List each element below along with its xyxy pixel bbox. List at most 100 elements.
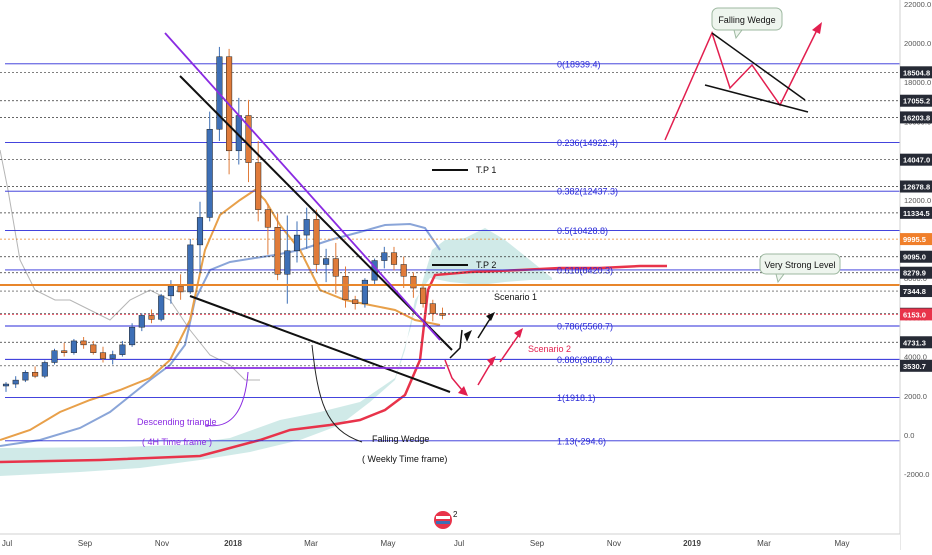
candle-body[interactable] — [32, 372, 39, 377]
price-tag-box — [900, 94, 932, 107]
wedge-upper-line[interactable] — [179, 75, 453, 351]
candle-body[interactable] — [293, 234, 301, 252]
wedge-illustration-upper — [711, 32, 806, 101]
price-tag-box — [900, 66, 932, 79]
candle-body[interactable] — [196, 217, 204, 246]
fib-layer: 0(18939.4) 0.236(14922.4) 0.382(12437.3) 0.… — [0, 59, 900, 446]
time-tick-label: Sep — [530, 539, 545, 548]
price-tick-label: 22000.0 — [904, 0, 931, 9]
candle-body[interactable] — [274, 226, 281, 275]
candle-body[interactable] — [177, 285, 184, 293]
candle-body[interactable] — [80, 340, 87, 346]
candle-body[interactable] — [245, 115, 252, 163]
candle-body[interactable] — [352, 299, 359, 304]
candle-body[interactable] — [400, 264, 407, 277]
scenario1-arrowhead-a — [464, 330, 472, 342]
weekly-timeframe-label: ( Weekly Time frame) — [362, 454, 447, 464]
price-tag: 8279.9 — [900, 266, 932, 279]
price-tag-box — [900, 308, 932, 321]
wedge-lower-line[interactable] — [189, 295, 451, 393]
price-tick-label: 0.0 — [904, 431, 914, 440]
candle-body[interactable] — [61, 350, 68, 353]
scenario2-arrowhead-b — [487, 356, 496, 366]
lagging-span-line — [0, 149, 260, 381]
candle-body[interactable] — [206, 128, 213, 218]
blue-moving-average — [0, 222, 441, 447]
candle-body[interactable] — [41, 362, 48, 377]
descending-triangle-label: Descending triangle — [137, 417, 217, 427]
fib-level-label: 0.786(5560.7) — [557, 322, 613, 332]
price-tag-label: 11334.5 — [903, 209, 930, 218]
price-tag-box — [900, 233, 932, 246]
fib-level-label: 1(1918.1) — [557, 393, 596, 403]
price-tick-label: -2000.0 — [904, 470, 929, 479]
price-tag: 9995.5 — [900, 233, 932, 246]
price-tag-label: 6153.0 — [903, 310, 926, 319]
candle-layer — [2, 46, 446, 392]
time-axis[interactable]: Jul Sep Nov 2018 Mar May Jul Sep Nov 2019 Mar May — [0, 533, 900, 550]
candle-body[interactable] — [167, 285, 174, 297]
candle-body[interactable] — [313, 219, 320, 265]
candle-body[interactable] — [138, 315, 145, 328]
candle-body[interactable] — [90, 344, 97, 353]
price-tag: 3530.7 — [900, 359, 932, 372]
candle-body[interactable] — [381, 252, 388, 261]
candle-body[interactable] — [109, 354, 116, 359]
candle-body[interactable] — [420, 287, 427, 304]
price-axis[interactable]: 22000.020000.018000.016000.014000.012000… — [899, 0, 932, 550]
candle-body[interactable] — [2, 383, 10, 387]
drawings-layer — [0, 22, 900, 443]
candle-body[interactable] — [303, 219, 310, 236]
price-tag: 12678.8 — [900, 180, 932, 193]
candle-body[interactable] — [51, 350, 58, 363]
candle-body[interactable] — [332, 258, 339, 277]
fib-level-label: 1.13(-294.6) — [557, 436, 606, 446]
scenario1-label: Scenario 1 — [494, 292, 537, 302]
price-tag-label: 8279.9 — [903, 269, 926, 278]
candle-body[interactable] — [70, 340, 77, 353]
price-tag-label: 9995.5 — [903, 235, 926, 244]
time-tick-label: Sep — [78, 539, 93, 548]
candle-body[interactable] — [342, 275, 349, 301]
candle-body[interactable] — [429, 303, 436, 314]
candle-body[interactable] — [22, 372, 29, 381]
price-tag-label: 14047.0 — [903, 156, 930, 165]
descending-purple-line[interactable] — [164, 32, 441, 341]
four-hour-timeframe-label: ( 4H Time frame ) — [142, 437, 212, 447]
fib-level-label: 0.886(3858.6) — [557, 355, 613, 365]
candle-body[interactable] — [255, 162, 262, 210]
price-tag-label: 17055.2 — [903, 97, 930, 106]
price-tag-box — [900, 266, 932, 279]
candle-body[interactable] — [187, 244, 194, 293]
fib-level-label: 0.236(14922.4) — [557, 138, 618, 148]
candle-body[interactable] — [439, 313, 446, 316]
price-tag: 17055.2 — [900, 94, 932, 107]
candle-body[interactable] — [148, 315, 155, 320]
candle-body[interactable] — [99, 352, 107, 359]
price-tag: 4731.3 — [900, 336, 932, 349]
price-tag-box — [900, 359, 932, 372]
ichimoku-cloud — [0, 228, 552, 476]
candle-body[interactable] — [158, 295, 165, 320]
very-strong-level-bubble-text: Very Strong Level — [764, 260, 835, 270]
annotations: T.P 1 T.P 2 Scenario 1 Scenario 2 Fallin… — [137, 165, 571, 464]
candle-body[interactable] — [361, 279, 368, 304]
candle-body[interactable] — [390, 252, 398, 265]
time-tick-label: 2018 — [224, 539, 242, 548]
candle-body[interactable] — [129, 326, 136, 346]
triangle-pointer — [204, 371, 249, 427]
time-tick-label: Nov — [607, 539, 621, 548]
candle-body[interactable] — [284, 250, 291, 275]
tradingview-logo: 2 — [434, 510, 458, 529]
candle-body[interactable] — [12, 379, 19, 385]
candle-body[interactable] — [410, 275, 417, 289]
candle-body[interactable] — [119, 344, 126, 355]
candle-body[interactable] — [323, 258, 330, 265]
price-tag-label: 7344.8 — [903, 287, 926, 296]
candle-body[interactable] — [264, 209, 271, 228]
price-tag: 18504.8 — [900, 66, 932, 79]
scenario2-arrow-c — [499, 335, 519, 363]
time-tick-label: Jul — [454, 539, 464, 548]
weekly-wedge-pointer — [311, 344, 363, 443]
